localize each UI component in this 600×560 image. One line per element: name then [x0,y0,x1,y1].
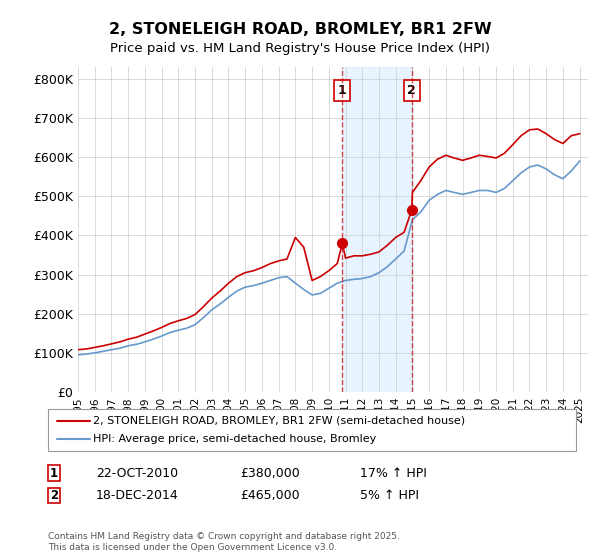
Text: 18-DEC-2014: 18-DEC-2014 [96,489,179,502]
Bar [343,67,412,392]
Text: 17% ↑ HPI: 17% ↑ HPI [360,466,427,480]
Text: 1: 1 [50,466,58,480]
Text: 2, STONELEIGH ROAD, BROMLEY, BR1 2FW: 2, STONELEIGH ROAD, BROMLEY, BR1 2FW [109,22,491,38]
Text: 2, STONELEIGH ROAD, BROMLEY, BR1 2FW (semi-detached house): 2, STONELEIGH ROAD, BROMLEY, BR1 2FW (se… [93,416,465,426]
Text: HPI: Average price, semi-detached house, Bromley: HPI: Average price, semi-detached house,… [93,434,376,444]
Text: £380,000: £380,000 [240,466,300,480]
Text: 1: 1 [338,84,347,97]
Text: £465,000: £465,000 [240,489,299,502]
Text: Contains HM Land Registry data © Crown copyright and database right 2025.
This d: Contains HM Land Registry data © Crown c… [48,532,400,552]
Text: 2: 2 [50,489,58,502]
Text: 22-OCT-2010: 22-OCT-2010 [96,466,178,480]
Text: 5% ↑ HPI: 5% ↑ HPI [360,489,419,502]
Text: 2: 2 [407,84,416,97]
Text: Price paid vs. HM Land Registry's House Price Index (HPI): Price paid vs. HM Land Registry's House … [110,42,490,55]
